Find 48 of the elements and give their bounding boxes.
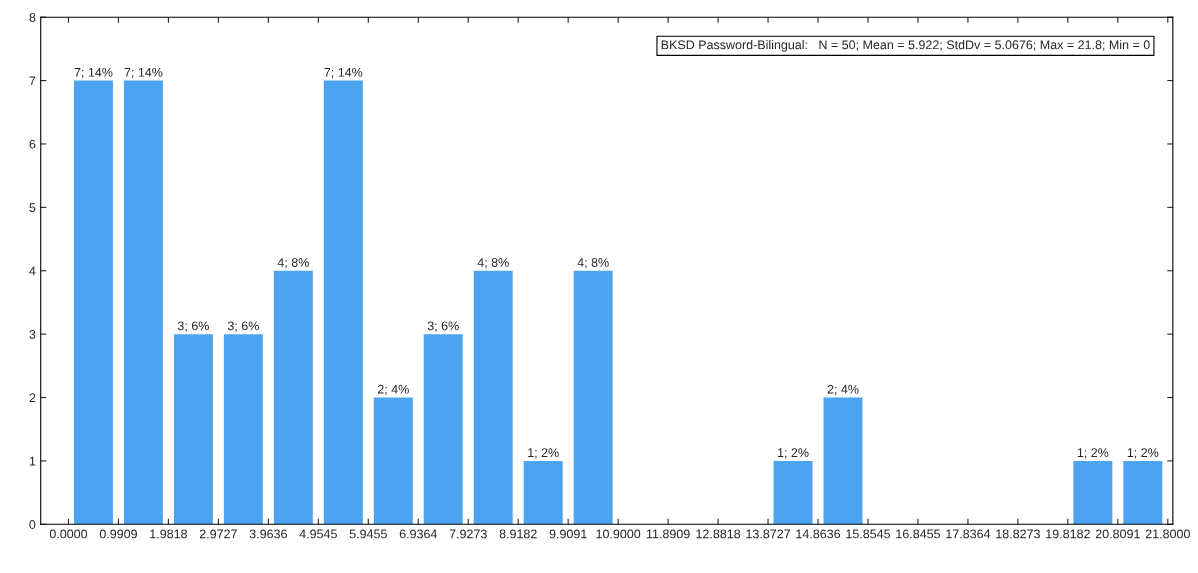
data-label: 7; 14% [324, 67, 363, 79]
data-label: 1; 2% [1077, 448, 1109, 459]
data-label: 3; 6% [227, 321, 259, 332]
x-tick-label: 5.9455 [349, 529, 387, 539]
x-tick-label: 3.9636 [249, 529, 287, 539]
y-tick-label: 2 [29, 393, 36, 403]
x-tick-label: 15.8545 [846, 529, 891, 539]
data-label: 7; 14% [124, 67, 163, 79]
data-label: 4; 8% [277, 258, 309, 269]
x-tick-label: 14.8636 [796, 529, 841, 539]
x-tick-label: 12.8818 [696, 529, 741, 539]
data-label: 1; 2% [1127, 448, 1159, 459]
y-tick-label: 7 [29, 76, 36, 86]
x-tick-label: 13.8727 [746, 529, 791, 539]
data-label: 3; 6% [177, 321, 209, 332]
y-tick-label: 4 [29, 266, 36, 276]
data-label: 4; 8% [577, 258, 609, 269]
x-tick-label: 9.9091 [549, 529, 587, 539]
data-label: 4; 8% [477, 258, 509, 269]
x-tick-label: 4.9545 [299, 529, 337, 539]
data-label: 1; 2% [778, 448, 809, 459]
data-label: 2; 4% [377, 384, 409, 396]
x-tick-label: 19.8182 [1046, 529, 1090, 539]
x-tick-label: 2.9727 [199, 529, 237, 539]
x-tick-label: 7.9273 [449, 529, 487, 539]
annotation: BKSD Password-Bilingual: N = 50; Mean = 5.922; StdDv = 5.0676; Max = 21.8; Min = 0 [661, 40, 1150, 52]
y-tick-label: 6 [29, 139, 36, 149]
x-tick-label: 1.9818 [150, 529, 187, 539]
y-tick-label: 5 [29, 203, 36, 213]
data-label: 3; 6% [427, 321, 459, 332]
x-tick-label: 20.8091 [1095, 529, 1140, 539]
x-tick-label: 0.0000 [49, 529, 88, 539]
x-tick-label: 11.8909 [646, 529, 690, 539]
x-tick-label: 17.8364 [946, 529, 991, 539]
y-tick-label: 8 [29, 12, 36, 22]
x-tick-label: 0.9909 [99, 529, 137, 539]
x-tick-label: 6.9364 [399, 529, 438, 539]
data-label: 1; 2% [528, 448, 559, 459]
x-tick-label: 18.8273 [996, 529, 1040, 539]
x-tick-label: 21.8000 [1145, 529, 1190, 539]
data-label: 7; 14% [74, 67, 113, 79]
y-tick-label: 3 [29, 329, 36, 339]
x-tick-label: 8.9182 [499, 529, 537, 539]
y-tick-label: 0 [29, 520, 36, 529]
x-tick-label: 10.9000 [596, 529, 641, 539]
y-tick-label: 1 [29, 456, 36, 466]
x-tick-label: 16.8455 [896, 529, 941, 539]
data-label: 2; 4% [827, 384, 859, 396]
